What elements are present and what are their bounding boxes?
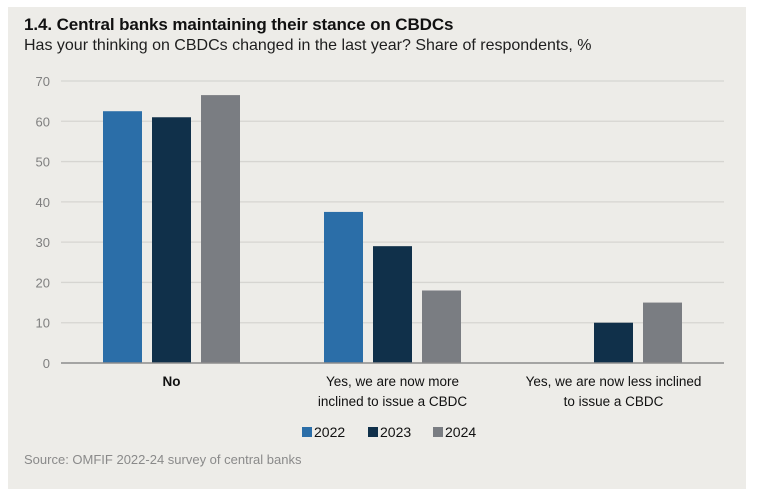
legend-label-2023: 2023 [380,424,411,440]
category-label-line: No [163,374,181,389]
bar-2023 [594,322,633,363]
bar-2022 [103,111,142,363]
y-tick-label: 50 [36,155,50,170]
legend-label-2022: 2022 [314,424,345,440]
y-tick-label: 60 [36,114,50,129]
chart-subtitle: Has your thinking on CBDCs changed in th… [24,37,592,54]
x-axis-labels: No Yes, we are now more inclined to issue … [163,374,702,409]
chart-title: 1.4. Central banks maintaining their sta… [24,15,454,34]
bar-2024 [422,290,461,363]
y-tick-label: 20 [36,275,50,290]
category-label-line: inclined to issue a CBDC [318,394,468,409]
bar-2023 [152,117,191,363]
legend-swatch-2023 [368,427,378,437]
source-note: Source: OMFIF 2022-24 survey of central … [24,452,302,467]
y-axis-ticks: 0 10 20 30 40 50 60 70 [36,74,50,371]
category-label: Yes, we are now less inclined to issue a … [526,374,702,409]
category-label: No [163,374,181,389]
legend-swatch-2024 [433,427,443,437]
bars [103,95,682,363]
category-label-line: Yes, we are now more [326,374,459,389]
y-tick-label: 40 [36,195,50,210]
y-tick-label: 0 [43,356,50,371]
legend: 2022 2023 2024 [302,424,476,440]
legend-swatch-2022 [302,427,312,437]
bar-2024 [643,302,682,363]
category-label: Yes, we are now more inclined to issue a … [318,374,468,409]
legend-label-2024: 2024 [445,424,476,440]
y-tick-label: 70 [36,74,50,89]
bar-2022 [324,211,363,363]
category-label-line: Yes, we are now less inclined [526,374,702,389]
bar-2023 [373,246,412,363]
y-tick-label: 10 [36,316,50,331]
bar-2024 [201,95,240,363]
y-tick-label: 30 [36,235,50,250]
category-label-line: to issue a CBDC [564,394,664,409]
